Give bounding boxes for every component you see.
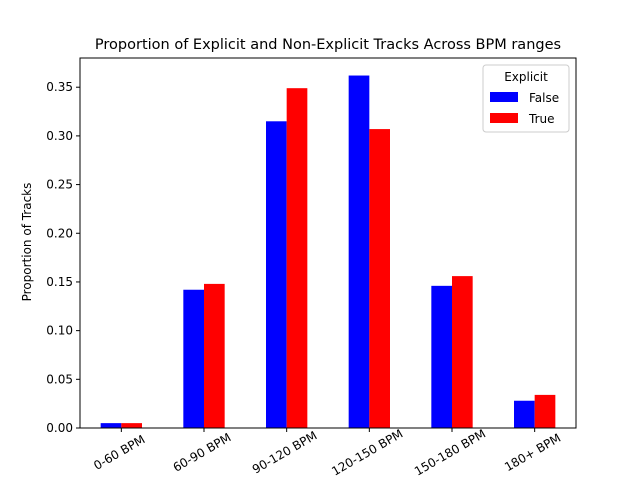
y-tick-label-2: 0.10 [46,324,73,338]
x-tick-label-2: 90-120 BPM [250,428,319,476]
bar-true-4 [452,276,473,428]
x-tick-label-1: 60-90 BPM [171,430,234,474]
bar-true-1 [204,283,225,428]
legend-swatch-false [490,92,518,102]
legend-swatch-true [490,113,518,123]
x-axis: 0-60 BPM 60-90 BPM 90-120 BPM 120-150 BPM 15… [91,427,563,479]
bar-false-0 [100,423,122,428]
x-tick-label-0: 0-60 BPM [91,432,147,473]
x-tick-label-4: 150-180 BPM [412,427,488,479]
legend: Explicit False True [482,64,570,133]
y-tick-label-0: 0.00 [46,421,73,435]
bar-false-5 [514,400,535,428]
y-tick-label-7: 0.35 [46,80,73,94]
x-tick-label-5: 180+ BPM [502,431,563,474]
bar-true-3 [369,129,390,428]
chart-title: Proportion of Explicit and Non-Explicit … [95,37,561,53]
legend-label-true: True [528,112,555,126]
x-tick-label-3: 120-150 BPM [329,427,405,479]
legend-title: Explicit [504,70,548,84]
y-tick-label-4: 0.20 [46,226,73,240]
bar-true-2 [286,88,308,429]
bar-true-0 [121,423,142,428]
legend-label-false: False [529,91,559,105]
y-tick-label-5: 0.25 [46,178,73,192]
y-axis: 0.00 0.05 0.10 0.15 0.20 0.25 0.30 0.35 [46,80,80,435]
bars-group [100,75,556,429]
plot-frame [79,57,577,429]
bar-true-5 [534,394,556,428]
y-tick-label-3: 0.15 [46,275,73,289]
bar-false-1 [183,289,204,428]
bar-false-2 [266,121,287,428]
bar-false-3 [348,75,370,428]
y-axis-label: Proportion of Tracks [20,183,34,302]
y-tick-label-1: 0.05 [46,372,73,386]
y-tick-label-6: 0.30 [46,129,73,143]
bar-false-4 [431,285,452,428]
